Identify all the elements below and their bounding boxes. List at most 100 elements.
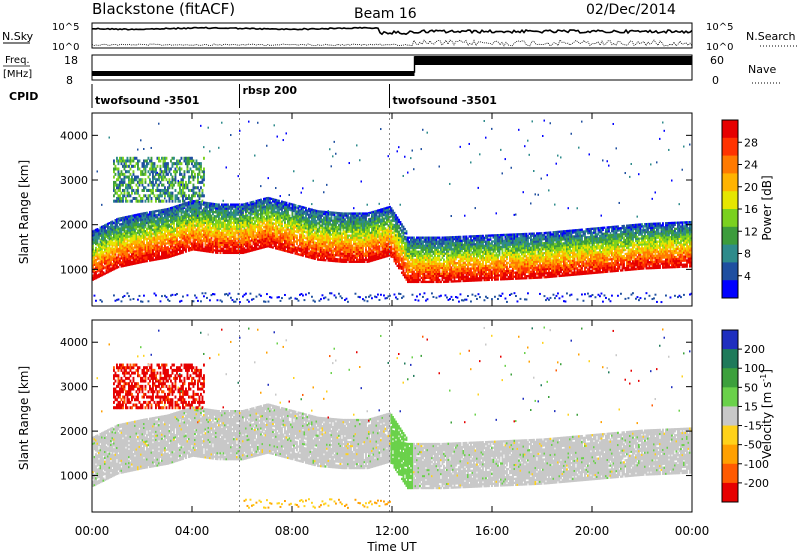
- power-cell: [264, 225, 267, 228]
- power-cell: [308, 241, 310, 245]
- power-cell: [102, 271, 105, 274]
- power-cell: [318, 258, 321, 261]
- power-cell: [204, 213, 207, 217]
- power-cell: [281, 222, 283, 225]
- power-cell: [165, 164, 168, 168]
- power-cell: [257, 243, 259, 246]
- power-cell: [113, 229, 115, 233]
- power-cell: [293, 215, 295, 219]
- power-cell: [116, 246, 118, 249]
- power-cell: [186, 196, 189, 200]
- power-cell: [170, 247, 172, 250]
- power-cell: [206, 246, 208, 249]
- power-cell: [168, 223, 171, 226]
- power-cell: [168, 239, 171, 242]
- power-cell: [299, 223, 301, 226]
- power-cell: [218, 207, 220, 210]
- power-cell: [254, 222, 256, 225]
- power-cell: [168, 215, 171, 218]
- power-cell: [216, 223, 219, 226]
- power-cell: [297, 299, 300, 302]
- power-cell: [284, 247, 286, 250]
- power-cell: [153, 228, 156, 231]
- power-cell: [161, 211, 163, 214]
- power-cell: [161, 257, 163, 260]
- power-cell: [365, 258, 367, 261]
- power-cell: [276, 235, 279, 238]
- power-cell: [206, 205, 208, 209]
- power-cell: [354, 234, 357, 237]
- power-cell: [365, 238, 367, 241]
- power-cell: [225, 229, 228, 232]
- power-cell: [303, 244, 306, 248]
- power-cell: [308, 223, 310, 227]
- power-cell: [153, 175, 156, 179]
- power-cell: [351, 232, 354, 235]
- power-cell: [182, 183, 184, 187]
- power-cell: [143, 172, 145, 176]
- power-cell: [353, 258, 355, 261]
- power-cell: [219, 251, 222, 255]
- power-cell: [303, 248, 306, 252]
- power-cell: [179, 183, 181, 187]
- power-cell: [111, 226, 114, 229]
- power-cell: [95, 262, 97, 266]
- power-cell: [231, 211, 234, 214]
- power-cell: [168, 299, 171, 302]
- power-cell: [122, 254, 124, 258]
- power-cell: [269, 199, 271, 202]
- power-cell: [98, 237, 100, 240]
- power-cell: [192, 230, 195, 233]
- power-cell: [194, 232, 196, 235]
- power-cell: [291, 235, 294, 238]
- power-cell: [200, 237, 202, 240]
- power-cell: [245, 230, 247, 234]
- power-cell: [285, 213, 288, 217]
- power-cell: [134, 236, 136, 239]
- power-cell: [165, 230, 168, 233]
- power-cell: [245, 250, 247, 254]
- power-cell: [228, 247, 231, 251]
- power-cell: [362, 258, 364, 261]
- power-cell: [224, 249, 226, 253]
- power-cell: [200, 229, 202, 232]
- power-cell: [126, 249, 129, 253]
- power-cell: [158, 217, 160, 220]
- power-cell: [96, 256, 99, 259]
- power-cell: [215, 235, 217, 238]
- power-cell: [189, 196, 192, 200]
- power-cell: [186, 215, 189, 219]
- power-cell: [180, 251, 183, 255]
- power-cell: [231, 243, 234, 246]
- power-cell: [293, 235, 295, 239]
- power-cell: [156, 241, 159, 245]
- power-cell: [122, 156, 124, 160]
- power-cell: [329, 255, 331, 258]
- power-cell: [231, 251, 234, 255]
- power-cell: [101, 257, 103, 261]
- power-cell: [174, 211, 177, 214]
- power-cell: [192, 216, 195, 219]
- power-cell: [305, 251, 307, 254]
- power-cell: [317, 218, 319, 221]
- power-cell: [95, 266, 97, 270]
- power-cell: [236, 213, 238, 216]
- power-cell: [183, 159, 186, 163]
- power-cell: [275, 231, 277, 234]
- power-cell: [216, 243, 219, 246]
- power-cell: [276, 245, 279, 248]
- power-cell: [102, 231, 105, 234]
- power-cell: [98, 275, 100, 278]
- power-cell: [306, 213, 309, 216]
- power-cell: [161, 253, 163, 256]
- power-cell: [266, 144, 268, 147]
- power-cell: [239, 219, 241, 222]
- power-cell: [246, 224, 249, 227]
- power-cell: [308, 209, 310, 213]
- power-cell: [171, 191, 174, 195]
- power-cell: [110, 231, 112, 234]
- power-cell: [230, 251, 232, 255]
- power-cell: [219, 223, 222, 226]
- power-cell: [332, 245, 334, 248]
- power-cell: [173, 250, 175, 253]
